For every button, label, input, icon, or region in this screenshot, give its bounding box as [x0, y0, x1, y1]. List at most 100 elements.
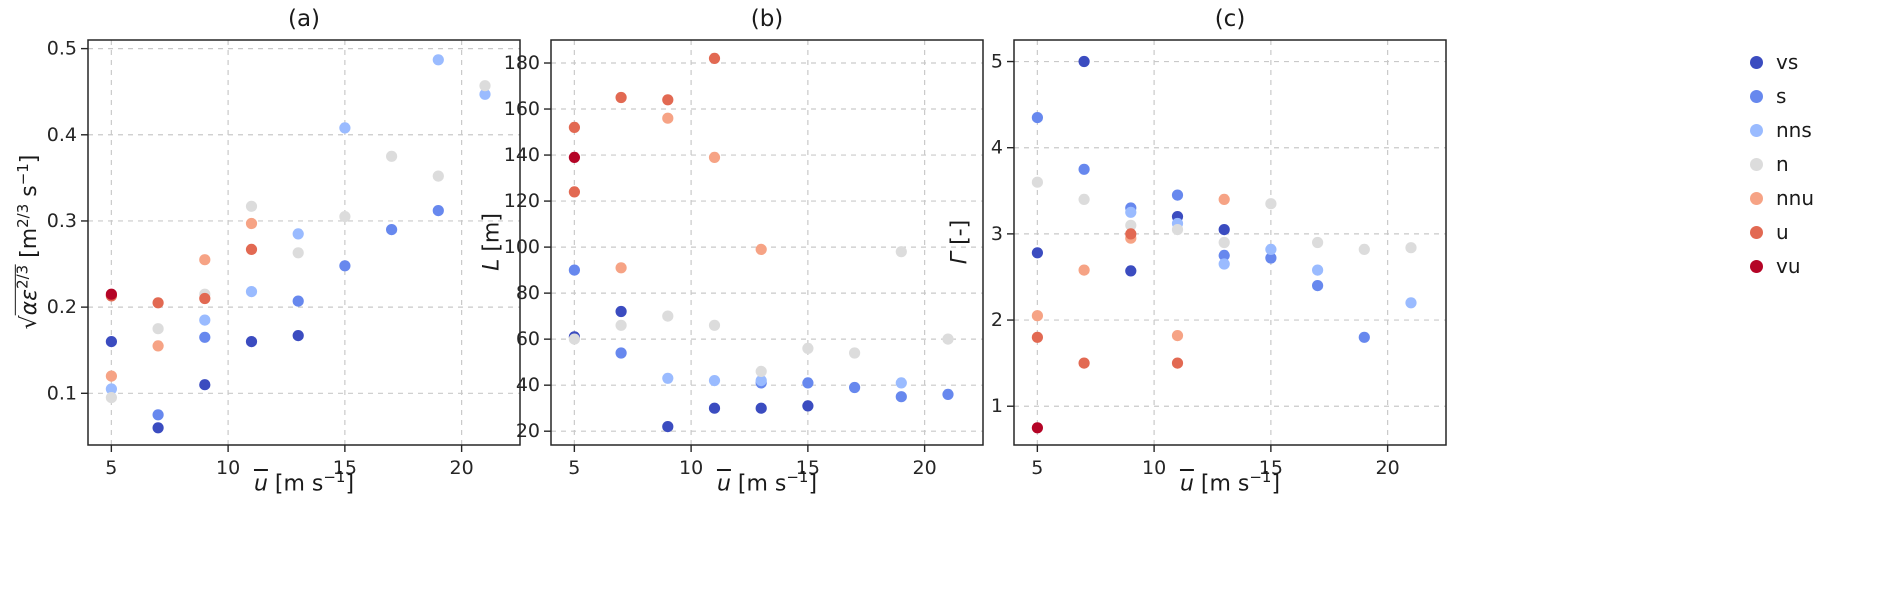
- legend-item-nnu: nnu: [1750, 186, 1814, 210]
- panel-a: 5 10 15 20 0.1 0.2 0.3 0.4 0.5: [47, 38, 521, 479]
- point-s: [1171, 189, 1184, 201]
- point-s: [1078, 163, 1090, 175]
- y-tick-label: 0.2: [47, 296, 77, 318]
- y-tick-label: 140: [504, 144, 540, 166]
- x-tick-label: 10: [1142, 457, 1166, 479]
- point-nns: [1312, 264, 1324, 276]
- point-nns: [245, 286, 258, 298]
- y-tick-label: 180: [504, 52, 540, 74]
- legend-marker-icon: [1750, 55, 1763, 69]
- point-s: [386, 224, 398, 236]
- point-nnu: [245, 217, 258, 230]
- point-vu: [568, 151, 581, 163]
- point-nns: [662, 372, 674, 384]
- point-n: [1358, 243, 1370, 255]
- point-n: [708, 319, 721, 331]
- legend-marker-icon: [1750, 157, 1763, 171]
- point-nns: [199, 314, 211, 326]
- point-n: [662, 310, 674, 322]
- point-nnu: [755, 243, 767, 255]
- y-tick-label: 4: [991, 137, 1003, 159]
- point-u: [1125, 228, 1137, 240]
- legend-label: nns: [1776, 118, 1812, 142]
- point-u: [1078, 357, 1090, 369]
- point-nnu: [105, 370, 117, 382]
- point-nnu: [708, 151, 721, 163]
- point-u: [1171, 357, 1184, 369]
- x-tick-label: 5: [1031, 457, 1043, 479]
- point-u: [662, 94, 674, 106]
- legend-label: n: [1776, 152, 1789, 176]
- y-tick-label: 20: [516, 420, 540, 442]
- point-nnu: [1078, 264, 1090, 276]
- x-tick-label: 5: [568, 457, 580, 479]
- legend-marker-icon: [1750, 225, 1763, 239]
- point-s: [615, 347, 627, 359]
- legend-marker-icon: [1750, 123, 1763, 137]
- point-n: [292, 247, 304, 259]
- point-s: [339, 260, 351, 272]
- y-tick-label: 0.3: [47, 210, 77, 232]
- panel-a-xlabel: u [m s−1]: [253, 468, 355, 497]
- legend-marker-icon: [1750, 259, 1763, 273]
- legend-label: vu: [1776, 254, 1801, 278]
- point-vs: [1125, 265, 1137, 277]
- point-s: [802, 377, 814, 389]
- point-nns: [1218, 258, 1230, 270]
- point-s: [942, 388, 954, 400]
- x-tick-label: 15: [333, 457, 357, 479]
- point-nns: [339, 122, 351, 134]
- point-nnu: [152, 340, 164, 352]
- panel-a-title: (a): [287, 6, 321, 32]
- y-tick-label: 100: [504, 236, 540, 258]
- point-n: [1031, 176, 1043, 188]
- y-tick-label: 80: [516, 282, 540, 304]
- point-nns: [1265, 243, 1277, 255]
- panel-a-ylabel: √αε2/3 [m2/3 s−1]: [13, 154, 43, 330]
- point-nns: [1405, 297, 1417, 309]
- legend-item-vs: vs: [1750, 50, 1814, 74]
- legend-marker-icon: [1750, 191, 1763, 205]
- plot-border: [550, 39, 984, 446]
- point-nns: [432, 54, 444, 66]
- point-n: [245, 200, 258, 212]
- point-n: [1265, 198, 1277, 210]
- point-n: [568, 333, 581, 345]
- point-n: [755, 365, 767, 377]
- point-vu: [1031, 422, 1043, 434]
- point-vs: [802, 400, 814, 412]
- point-n: [802, 342, 814, 354]
- panel-b-title: (b): [750, 6, 784, 32]
- point-vs: [1078, 55, 1090, 68]
- legend-item-nns: nns: [1750, 118, 1814, 142]
- point-s: [1312, 280, 1324, 292]
- legend-item-vu: vu: [1750, 254, 1814, 278]
- point-s: [1265, 252, 1277, 264]
- point-s: [1031, 112, 1043, 124]
- point-s: [432, 205, 444, 217]
- point-n: [432, 170, 444, 182]
- legend-item-u: u: [1750, 220, 1814, 244]
- panel-b-xlabel: u [m s−1]: [716, 468, 818, 497]
- point-nnu: [1031, 310, 1043, 322]
- panel-b-ylabel: L [m]: [479, 213, 505, 271]
- point-n: [895, 246, 907, 258]
- point-s: [895, 391, 907, 403]
- point-nnu: [662, 112, 674, 124]
- point-vu: [105, 288, 117, 300]
- point-u: [199, 292, 211, 305]
- point-u: [1031, 331, 1043, 343]
- y-tick-label: 0.5: [47, 38, 77, 60]
- point-vs: [1218, 224, 1230, 236]
- point-n: [849, 347, 861, 359]
- x-tick-label: 20: [913, 457, 937, 479]
- point-n: [479, 80, 491, 92]
- point-vs: [199, 379, 211, 391]
- point-vs: [708, 402, 721, 414]
- point-nns: [105, 383, 117, 395]
- point-nns: [708, 375, 721, 387]
- point-nns: [895, 377, 907, 389]
- x-tick-label: 10: [216, 457, 240, 479]
- plot-border: [87, 39, 521, 446]
